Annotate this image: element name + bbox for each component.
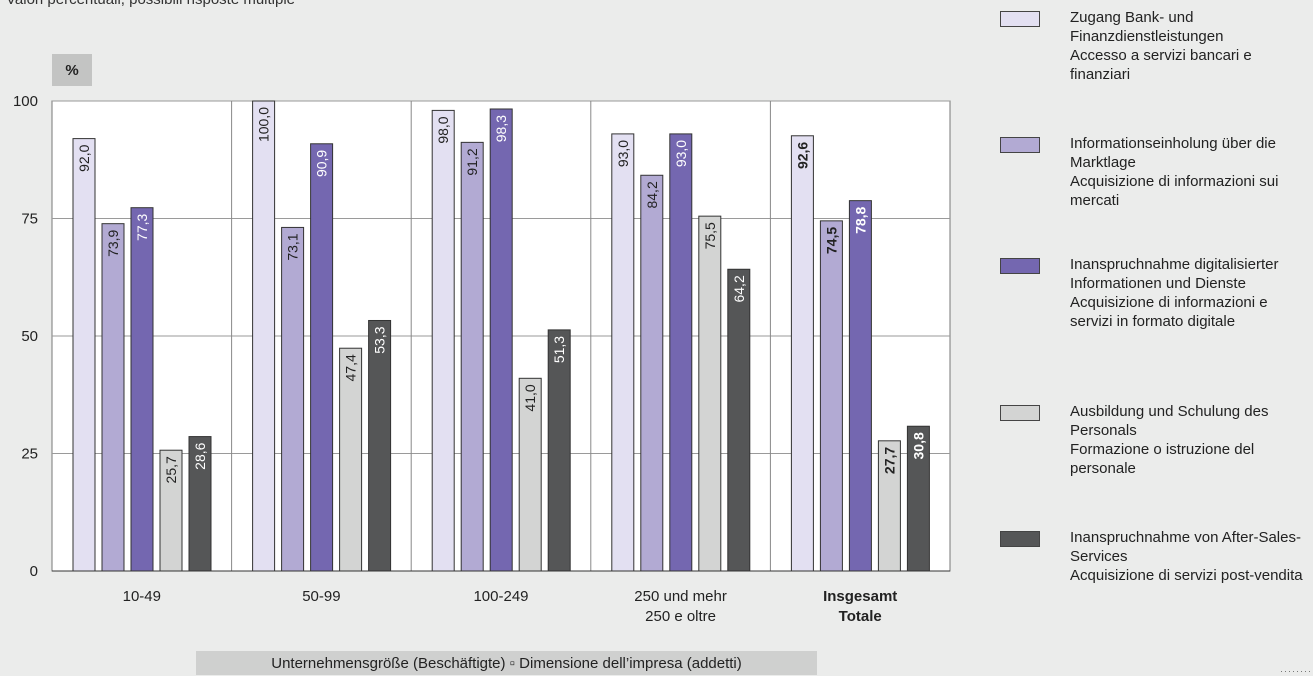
bar xyxy=(611,133,635,572)
y-tick-label: 75 xyxy=(21,211,38,228)
data-label: 27,7 xyxy=(881,447,897,474)
bar xyxy=(640,174,664,572)
corner-dots: ········ xyxy=(1280,666,1312,676)
data-label: 73,1 xyxy=(285,233,301,260)
bar xyxy=(431,109,455,572)
legend-label-de: Inanspruchnahme digitalisierter Informat… xyxy=(1070,256,1279,292)
data-label: 51,3 xyxy=(551,336,567,363)
data-label: 92,0 xyxy=(76,144,92,171)
bar xyxy=(698,215,722,572)
legend-label-de: Informationseinholung über die Marktlage xyxy=(1070,135,1276,171)
data-label: 92,6 xyxy=(794,142,810,169)
bar xyxy=(848,200,872,572)
data-label: 73,9 xyxy=(105,229,121,256)
legend-swatch xyxy=(1000,531,1040,547)
data-label: 41,0 xyxy=(522,384,538,411)
legend: Zugang Bank- und Finanzdienstleistungen A… xyxy=(1000,0,1313,640)
x-tick-label: 50-99 xyxy=(302,588,340,605)
x-tick-label: 100-249 xyxy=(473,588,528,605)
y-tick-label: 100 xyxy=(13,93,38,110)
chart-subtitle: Valori percentuali, possibili risposte m… xyxy=(6,0,295,8)
legend-text: Ausbildung und Schulung des Personals For… xyxy=(1070,402,1310,478)
bar xyxy=(906,425,930,572)
legend-label-it: Acquisizione di informazioni sui mercati xyxy=(1070,173,1279,209)
x-tick-label: 250 und mehr xyxy=(634,588,727,605)
bar xyxy=(101,223,125,572)
y-tick-label: 0 xyxy=(30,563,38,580)
data-label: 90,9 xyxy=(314,150,330,177)
bar-chart: 0 25 50 75 100 92,0 73,9 77,3 25,7 28,6 10-49 100,0… xyxy=(13,93,951,625)
legend-label-it: Acquisizione di informazioni e servizi i… xyxy=(1070,294,1268,330)
legend-label-it: Accesso a servizi bancari e finanziari xyxy=(1070,47,1252,83)
data-label: 93,0 xyxy=(615,140,631,167)
data-label: 98,0 xyxy=(435,116,451,143)
legend-swatch xyxy=(1000,11,1040,27)
legend-text: Inanspruchnahme von After-Sales-Services… xyxy=(1070,528,1310,585)
legend-label-de: Inanspruchnahme von After-Sales-Services xyxy=(1070,529,1301,565)
legend-text: Zugang Bank- und Finanzdienstleistungen A… xyxy=(1070,8,1310,84)
bar xyxy=(547,329,571,572)
bar xyxy=(877,440,901,572)
data-label: 75,5 xyxy=(702,222,718,249)
bar xyxy=(790,135,814,572)
data-label: 98,3 xyxy=(493,115,509,142)
legend-swatch xyxy=(1000,137,1040,153)
data-label: 84,2 xyxy=(644,181,660,208)
legend-label-de: Ausbildung und Schulung des Personals xyxy=(1070,403,1269,439)
bar xyxy=(310,143,334,572)
legend-text: Inanspruchnahme digitalisierter Informat… xyxy=(1070,255,1310,331)
legend-text: Informationseinholung über die Marktlage… xyxy=(1070,134,1310,210)
data-label: 93,0 xyxy=(673,140,689,167)
bar xyxy=(339,347,363,572)
data-label: 64,2 xyxy=(731,275,747,302)
bar xyxy=(252,100,276,572)
bar xyxy=(368,319,392,572)
bar xyxy=(159,449,183,572)
x-tick-label: Totale xyxy=(839,608,882,625)
x-tick-label: 250 e oltre xyxy=(645,608,716,625)
bar xyxy=(489,108,513,572)
data-label: 28,6 xyxy=(192,442,208,469)
bar xyxy=(460,141,484,572)
legend-label-it: Formazione o istruzione del personale xyxy=(1070,441,1255,477)
bar xyxy=(281,226,305,572)
x-tick-label: 10-49 xyxy=(123,588,161,605)
legend-swatch xyxy=(1000,258,1040,274)
data-label: 74,5 xyxy=(823,227,839,254)
x-axis-title: Unternehmensgröße (Beschäftigte) ▫ Dimen… xyxy=(196,651,817,675)
legend-swatch xyxy=(1000,405,1040,421)
data-label: 91,2 xyxy=(464,148,480,175)
bar xyxy=(72,138,96,572)
data-label: 47,4 xyxy=(343,354,359,381)
data-label: 77,3 xyxy=(134,213,150,240)
data-label: 78,8 xyxy=(852,206,868,233)
legend-label-it: Acquisizione di servizi post-vendita xyxy=(1070,567,1303,584)
data-label: 30,8 xyxy=(910,432,926,459)
unit-label: % xyxy=(52,54,92,86)
bar xyxy=(518,377,542,572)
data-label: 25,7 xyxy=(163,456,179,483)
bar xyxy=(669,133,693,572)
bar xyxy=(130,207,154,572)
data-label: 53,3 xyxy=(372,326,388,353)
bar xyxy=(819,220,843,572)
y-tick-label: 25 xyxy=(21,446,38,463)
y-tick-label: 50 xyxy=(21,328,38,345)
data-label: 100,0 xyxy=(256,107,272,142)
bar xyxy=(188,436,212,572)
x-tick-label: Insgesamt xyxy=(823,588,897,605)
bar xyxy=(727,268,751,572)
legend-label-de: Zugang Bank- und Finanzdienstleistungen xyxy=(1070,9,1224,45)
